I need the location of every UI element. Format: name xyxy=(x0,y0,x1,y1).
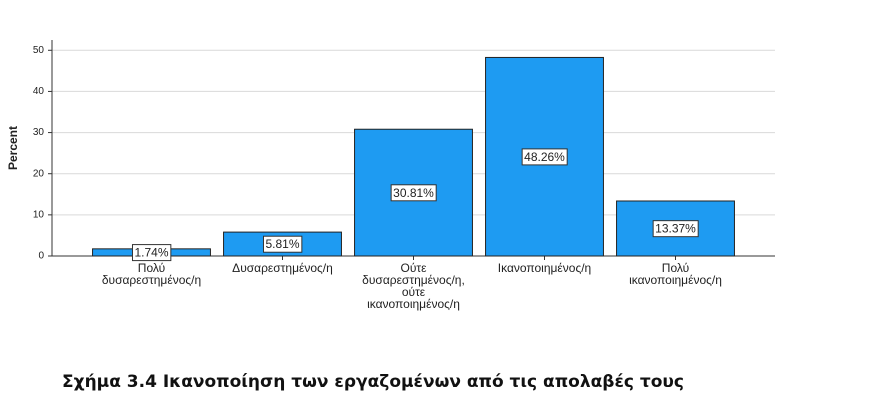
y-axis-title: Percent xyxy=(6,126,20,170)
y-tick-label: 10 xyxy=(33,209,45,220)
value-label: 5.81% xyxy=(265,237,299,251)
x-tick-label: Ικανοποιημένος/η xyxy=(497,261,592,275)
x-tick-label: Πολύ ικανοποιημένος/η xyxy=(629,261,722,287)
value-label-box xyxy=(652,220,699,238)
x-tick-label: Ούτε δυσαρεστημένος/η, ούτε ικανοποιημέν… xyxy=(362,261,465,311)
value-label: 30.81% xyxy=(393,186,434,200)
x-tick-label: Πολύ δυσαρεστημένος/η xyxy=(101,261,202,287)
value-label: 13.37% xyxy=(655,222,696,236)
value-label-box xyxy=(262,235,303,253)
y-tick-label: 30 xyxy=(33,127,45,138)
x-tick-label: Δυσαρεστημένος/η xyxy=(232,261,333,275)
value-label-box xyxy=(131,244,172,262)
y-tick-label: 50 xyxy=(33,45,45,56)
y-tick-label: 40 xyxy=(33,86,45,97)
value-label-box xyxy=(521,148,568,166)
y-tick-label: 0 xyxy=(38,251,44,262)
y-tick-label: 20 xyxy=(33,168,45,179)
value-label: 48.26% xyxy=(524,150,565,164)
value-label: 1.74% xyxy=(134,246,168,260)
value-label-box xyxy=(390,184,437,202)
caption: Σχήμα 3.4 Ικανοποίηση των εργαζομένων απ… xyxy=(62,372,684,392)
